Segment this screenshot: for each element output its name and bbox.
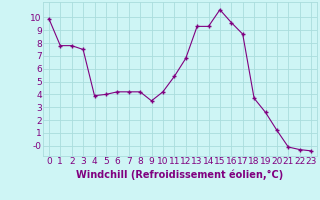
X-axis label: Windchill (Refroidissement éolien,°C): Windchill (Refroidissement éolien,°C) xyxy=(76,169,284,180)
